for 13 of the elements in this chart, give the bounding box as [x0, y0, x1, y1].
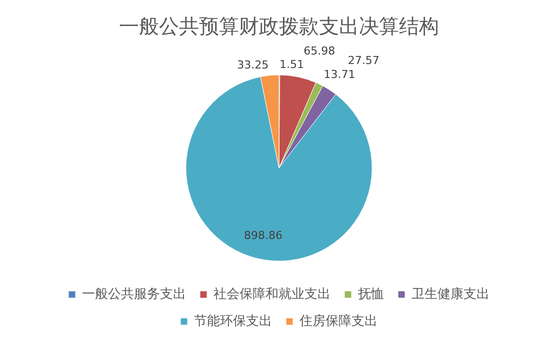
data-label: 1.51: [279, 58, 304, 71]
data-label: 65.98: [304, 44, 336, 58]
legend-label: 住房保障支出: [298, 312, 378, 329]
data-label: 898.86: [244, 228, 282, 242]
data-label: 33.25: [237, 58, 269, 72]
legend-label: 一般公共服务支出: [82, 286, 186, 302]
legend-label: 抚恤: [357, 286, 384, 302]
chart-title: 一般公共预算财政拨款支出决算结构: [119, 14, 439, 38]
data-label: 27.57: [348, 54, 380, 68]
legend-label: 社会保障和就业支出: [214, 286, 330, 302]
legend-label: 卫生健康支出: [412, 286, 490, 302]
legend-label: 节能环保支出: [194, 314, 272, 329]
data-label: 13.71: [324, 68, 356, 82]
